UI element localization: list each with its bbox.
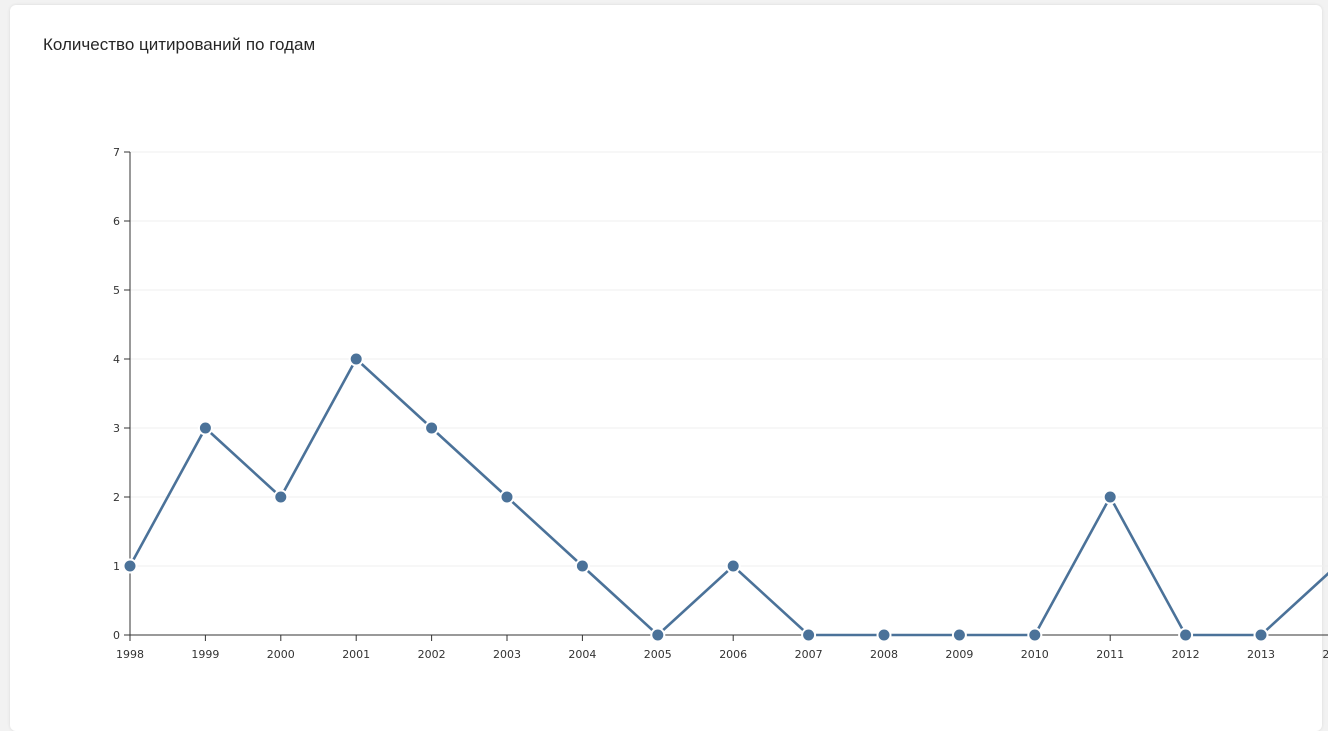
x-tick-label: 2006: [719, 648, 747, 661]
y-tick-label: 2: [113, 491, 120, 504]
data-point[interactable]: [122, 558, 138, 574]
x-tick-label: 2010: [1021, 648, 1049, 661]
data-point[interactable]: [951, 627, 967, 643]
x-tick-label: 2009: [945, 648, 973, 661]
y-tick-label: 7: [113, 146, 120, 159]
data-point[interactable]: [574, 558, 590, 574]
x-tick-label: 2002: [418, 648, 446, 661]
data-point[interactable]: [650, 627, 666, 643]
data-point[interactable]: [1253, 627, 1269, 643]
y-tick-label: 6: [113, 215, 120, 228]
chart-card: Количество цитирований по годам: [10, 5, 1322, 731]
x-tick-label: 2000: [267, 648, 295, 661]
y-tick-label: 0: [113, 629, 120, 642]
chart-title: Количество цитирований по годам: [43, 35, 316, 54]
data-point[interactable]: [499, 489, 515, 505]
x-tick-label: 2005: [644, 648, 672, 661]
x-tick-label: 2013: [1247, 648, 1275, 661]
x-tick-label: 2011: [1096, 648, 1124, 661]
y-tick-label: 1: [113, 560, 120, 573]
data-point[interactable]: [348, 351, 364, 367]
data-point[interactable]: [801, 627, 817, 643]
x-tick-label: 2003: [493, 648, 521, 661]
point-layer: [122, 351, 1269, 643]
x-tick-label: 2007: [795, 648, 823, 661]
data-point[interactable]: [273, 489, 289, 505]
x-tick-label: 2014: [1322, 648, 1328, 661]
data-point[interactable]: [1102, 489, 1118, 505]
axis-layer: 0 1 2 3 4 5 6 7 1998 1999 2000 2001 2002 2003 2004 2005…: [113, 146, 1328, 661]
y-tick-label: 4: [113, 353, 120, 366]
data-point[interactable]: [197, 420, 213, 436]
x-tick-label: 2008: [870, 648, 898, 661]
y-tick-label: 3: [113, 422, 120, 435]
y-tick-label: 5: [113, 284, 120, 297]
data-point[interactable]: [725, 558, 741, 574]
x-tick-label: 1998: [116, 648, 144, 661]
data-point[interactable]: [1027, 627, 1043, 643]
x-tick-label: 2004: [568, 648, 596, 661]
x-tick-label: 1999: [191, 648, 219, 661]
x-tick-label: 2012: [1172, 648, 1200, 661]
grid-layer: [130, 151, 1328, 567]
data-point[interactable]: [876, 627, 892, 643]
x-tick-label: 2001: [342, 648, 370, 661]
data-point[interactable]: [1178, 627, 1194, 643]
data-point[interactable]: [424, 420, 440, 436]
